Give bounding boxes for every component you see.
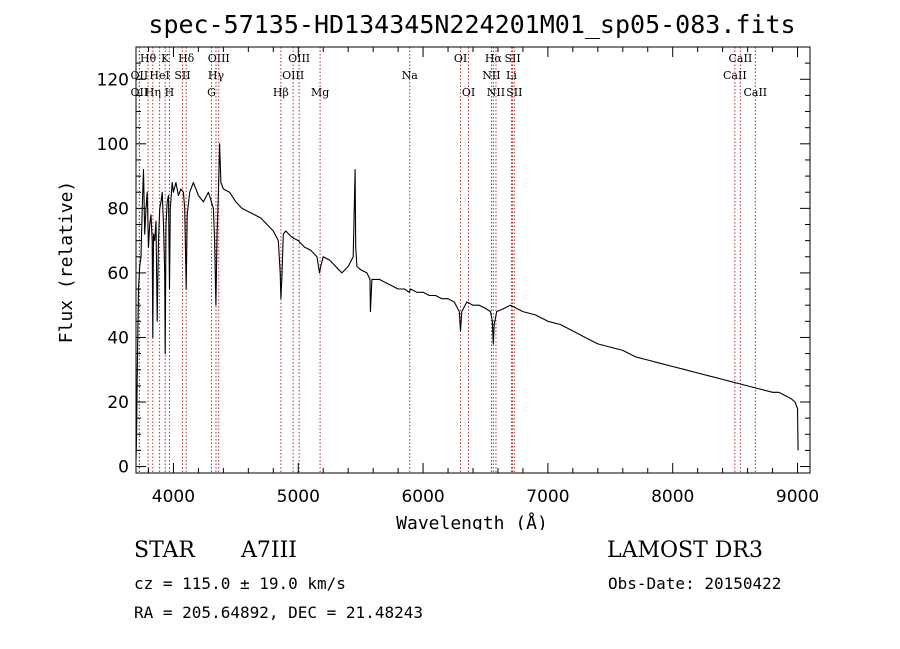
chart-title: spec-57135-HD134345N224201M01_sp05-083.f… bbox=[148, 10, 795, 39]
line-marker-label: H bbox=[165, 86, 175, 99]
x-tick-label: 5000 bbox=[277, 487, 320, 507]
x-tick-label: 4000 bbox=[152, 487, 195, 507]
spectral-subclass: A7III bbox=[241, 538, 297, 563]
line-marker-label: OIII bbox=[282, 69, 304, 82]
y-tick-label: 0 bbox=[118, 458, 129, 478]
line-marker-label: SII bbox=[506, 86, 522, 99]
y-tick-label: 20 bbox=[107, 393, 129, 413]
x-tick-label: 6000 bbox=[401, 487, 444, 507]
object-class: STAR bbox=[134, 538, 195, 563]
line-marker-label: Hδ bbox=[178, 52, 195, 65]
line-marker-label: NII bbox=[487, 86, 505, 99]
line-marker-label: Hγ bbox=[208, 69, 225, 82]
y-tick-label: 100 bbox=[97, 135, 129, 155]
line-marker-label: SII bbox=[504, 52, 520, 65]
line-marker-label: Mg bbox=[311, 86, 329, 99]
line-marker-label: OIII bbox=[208, 52, 230, 65]
line-marker-label: Hθ bbox=[140, 52, 157, 65]
y-axis-label: Flux (relative) bbox=[56, 181, 77, 344]
line-marker-label: Li bbox=[506, 69, 517, 82]
line-marker-label: K bbox=[161, 52, 170, 65]
observation-date: Obs-Date: 20150422 bbox=[608, 574, 782, 593]
line-marker-label: NII bbox=[482, 69, 500, 82]
y-tick-label: 80 bbox=[107, 199, 129, 219]
x-axis-label: Wavelength (Å) bbox=[396, 512, 548, 530]
line-marker-label: OI bbox=[462, 86, 475, 99]
plot-frame bbox=[135, 46, 811, 474]
line-marker-label: OI bbox=[454, 52, 467, 65]
line-marker-label: SII bbox=[174, 69, 190, 82]
y-tick-label: 40 bbox=[107, 328, 129, 348]
line-marker-label: OIII bbox=[288, 52, 310, 65]
line-marker-label: HeI bbox=[149, 69, 169, 82]
line-marker-label: OII bbox=[131, 69, 149, 82]
redshift-cz: cz = 115.0 ± 19.0 km/s bbox=[134, 574, 346, 593]
line-marker-label: Hβ bbox=[273, 86, 289, 99]
survey-name: LAMOST DR3 bbox=[607, 538, 763, 563]
line-marker-label: G bbox=[207, 86, 216, 99]
axes-layer: 4000 5000 6000 7000 8000 9000 0 20 40 60 80 100 120 bbox=[97, 47, 819, 507]
spectrum-chart: spec-57135-HD134345N224201M01_sp05-083.f… bbox=[56, 10, 819, 530]
line-marker-label: Hα bbox=[485, 52, 503, 65]
x-tick-label: 9000 bbox=[776, 487, 819, 507]
y-tick-label: 120 bbox=[97, 70, 129, 90]
line-marker-label: CaII bbox=[743, 86, 767, 99]
spectral-line-markers bbox=[138, 47, 756, 473]
y-tick-label: 60 bbox=[107, 264, 129, 284]
line-marker-label: CaII bbox=[729, 52, 753, 65]
ra-dec-coordinates: RA = 205.64892, DEC = 21.48243 bbox=[134, 603, 423, 622]
series-layer bbox=[135, 143, 799, 461]
line-marker-label: Na bbox=[402, 69, 419, 82]
x-tick-label: 7000 bbox=[526, 487, 569, 507]
line-marker-label: OII bbox=[131, 86, 149, 99]
line-marker-label: Hη bbox=[145, 86, 161, 99]
x-tick-label: 8000 bbox=[651, 487, 694, 507]
spectrum-line bbox=[135, 143, 799, 461]
line-marker-label: CaII bbox=[723, 69, 747, 82]
